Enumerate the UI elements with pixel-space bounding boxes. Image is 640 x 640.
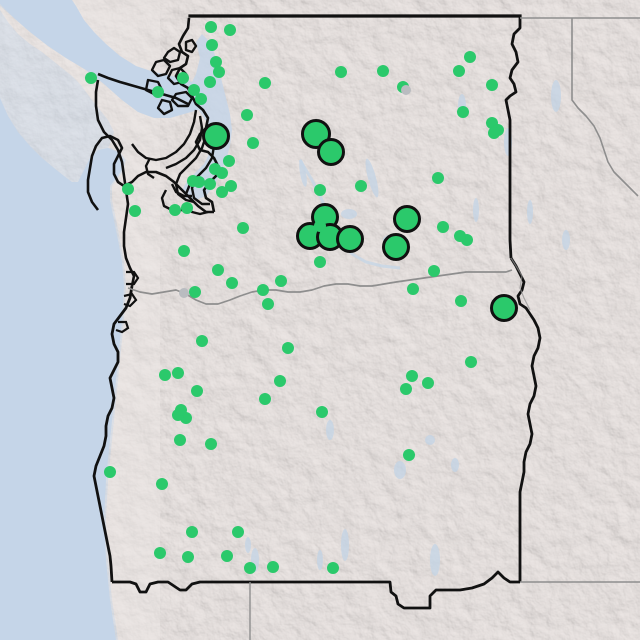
map-marker-minor[interactable] [257, 284, 269, 296]
map-marker-minor[interactable] [187, 175, 199, 187]
map-marker-minor[interactable] [191, 385, 203, 397]
map-marker-minor[interactable] [437, 221, 449, 233]
map-marker-minor[interactable] [400, 383, 412, 395]
map-marker-minor[interactable] [154, 547, 166, 559]
border-washington-oregon [127, 269, 513, 305]
map-marker-minor[interactable] [403, 449, 415, 461]
map-marker-minor[interactable] [225, 180, 237, 192]
border-idaho-interior [571, 18, 639, 197]
map-marker-minor[interactable] [186, 526, 198, 538]
map-marker-minor[interactable] [259, 77, 271, 89]
map-marker-minor[interactable] [189, 286, 201, 298]
map-marker-minor[interactable] [223, 155, 235, 167]
map-marker-minor[interactable] [407, 283, 419, 295]
map-marker-faded[interactable] [401, 85, 411, 95]
coast-inlets [115, 270, 140, 334]
map-marker-minor[interactable] [327, 562, 339, 574]
map-marker-minor[interactable] [204, 178, 216, 190]
map-marker-minor[interactable] [274, 375, 286, 387]
map-marker-minor[interactable] [85, 72, 97, 84]
map-marker-minor[interactable] [455, 295, 467, 307]
map-marker-minor[interactable] [282, 342, 294, 354]
map-marker-minor[interactable] [195, 93, 207, 105]
map-marker-minor[interactable] [314, 184, 326, 196]
map-marker-minor[interactable] [206, 39, 218, 51]
map-marker-minor[interactable] [486, 79, 498, 91]
map-marker-minor[interactable] [169, 204, 181, 216]
map-marker-minor[interactable] [453, 65, 465, 77]
border-oregon-south [112, 570, 520, 610]
ocean-mask-pacific [0, 98, 124, 640]
map-marker-minor[interactable] [275, 275, 287, 287]
map-marker-major[interactable] [490, 294, 518, 322]
map-marker-minor[interactable] [314, 256, 326, 268]
coastline-oregon [92, 285, 134, 583]
map-marker-minor[interactable] [175, 404, 187, 416]
map-marker-minor[interactable] [457, 106, 469, 118]
map-marker-minor[interactable] [216, 186, 228, 198]
map-marker-minor[interactable] [178, 245, 190, 257]
map-marker-minor[interactable] [174, 434, 186, 446]
map-marker-major[interactable] [301, 119, 331, 149]
map-marker-minor[interactable] [226, 277, 238, 289]
map-marker-minor[interactable] [241, 109, 253, 121]
map-marker-minor[interactable] [464, 51, 476, 63]
map-marker-minor[interactable] [244, 562, 256, 574]
map-marker-minor[interactable] [314, 220, 326, 232]
border-oregon-northeast-gray [510, 257, 531, 311]
map-marker-minor[interactable] [428, 265, 440, 277]
map-marker-minor[interactable] [177, 72, 189, 84]
map-marker-minor[interactable] [355, 180, 367, 192]
map-marker-major[interactable] [393, 205, 421, 233]
map-marker-minor[interactable] [204, 76, 216, 88]
map-marker-minor[interactable] [213, 66, 225, 78]
map-marker-faded[interactable] [179, 288, 189, 298]
map-marker-minor[interactable] [205, 438, 217, 450]
map-marker-minor[interactable] [406, 370, 418, 382]
map-marker-minor[interactable] [212, 264, 224, 276]
map-marker-minor[interactable] [181, 202, 193, 214]
map-marker-minor[interactable] [224, 24, 236, 36]
map-marker-major[interactable] [317, 138, 345, 166]
map-marker-minor[interactable] [104, 466, 116, 478]
map-marker-minor[interactable] [156, 478, 168, 490]
map-marker-minor[interactable] [335, 66, 347, 78]
map-marker-minor[interactable] [129, 205, 141, 217]
map-marker-minor[interactable] [232, 526, 244, 538]
map-marker-minor[interactable] [216, 167, 228, 179]
map-marker-minor[interactable] [172, 367, 184, 379]
map-marker-minor[interactable] [262, 298, 274, 310]
map-marker-minor[interactable] [152, 86, 164, 98]
islands-san-juan [144, 38, 198, 116]
map-marker-minor[interactable] [377, 65, 389, 77]
map-marker-minor[interactable] [210, 56, 222, 68]
map-marker-minor[interactable] [267, 561, 279, 573]
map-marker-minor[interactable] [488, 127, 500, 139]
map-marker-minor[interactable] [259, 393, 271, 405]
map-marker-minor[interactable] [316, 406, 328, 418]
map-marker-minor[interactable] [422, 377, 434, 389]
border-washington-idaho [504, 16, 522, 259]
map-marker-minor[interactable] [159, 369, 171, 381]
map-marker-minor[interactable] [454, 230, 466, 242]
map-marker-minor[interactable] [188, 84, 200, 96]
border-oregon-idaho [509, 257, 542, 582]
map-marker-minor[interactable] [247, 137, 259, 149]
map-marker-major[interactable] [382, 233, 410, 261]
map-marker-minor[interactable] [196, 335, 208, 347]
map-marker-minor[interactable] [122, 183, 134, 195]
map-marker-minor[interactable] [465, 356, 477, 368]
map-marker-major[interactable] [202, 122, 230, 150]
map-marker-minor[interactable] [205, 21, 217, 33]
map-marker-minor[interactable] [221, 550, 233, 562]
map-marker-minor[interactable] [432, 172, 444, 184]
map-marker-major[interactable] [336, 225, 364, 253]
map-marker-minor[interactable] [182, 551, 194, 563]
coastline-olympic-peninsula [86, 134, 214, 214]
map-marker-minor[interactable] [237, 222, 249, 234]
